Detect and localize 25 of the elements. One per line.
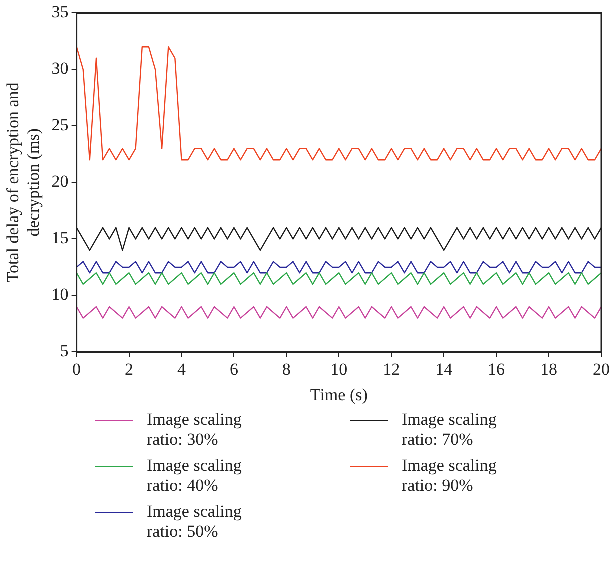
y-tick-label: 10: [52, 285, 69, 304]
x-tick-label: 12: [383, 360, 400, 379]
x-tick-label: 4: [177, 360, 186, 379]
legend-label: Image scaling ratio: 50%: [147, 502, 243, 542]
x-tick-label: 16: [488, 360, 506, 379]
y-axis-title: Total delay of encryption and decryption (ms): [4, 82, 44, 283]
x-tick-label: 18: [540, 360, 558, 379]
y-tick-label: 35: [52, 2, 69, 22]
x-tick-label: 20: [593, 360, 610, 379]
legend-label: Image scaling ratio: 70%: [402, 410, 498, 450]
y-tick-label: 15: [52, 228, 69, 248]
y-tick-label: 25: [52, 116, 69, 135]
x-tick-label: 8: [282, 360, 291, 379]
x-tick-label: 6: [230, 360, 238, 379]
y-tick-label: 30: [52, 59, 69, 78]
x-tick-label: 2: [125, 360, 134, 379]
x-tick-label: 10: [330, 360, 348, 379]
x-tick-label: 14: [436, 360, 454, 379]
x-tick-label: 0: [72, 360, 82, 379]
x-axis-title: Time (s): [310, 385, 368, 404]
y-tick-label: 5: [60, 342, 69, 361]
legend-label: Image scaling ratio: 90%: [402, 456, 498, 496]
y-tick-label: 20: [52, 172, 69, 192]
legend-label: Image scaling ratio: 30%: [147, 410, 243, 450]
legend-label: Image scaling ratio: 40%: [147, 456, 243, 496]
